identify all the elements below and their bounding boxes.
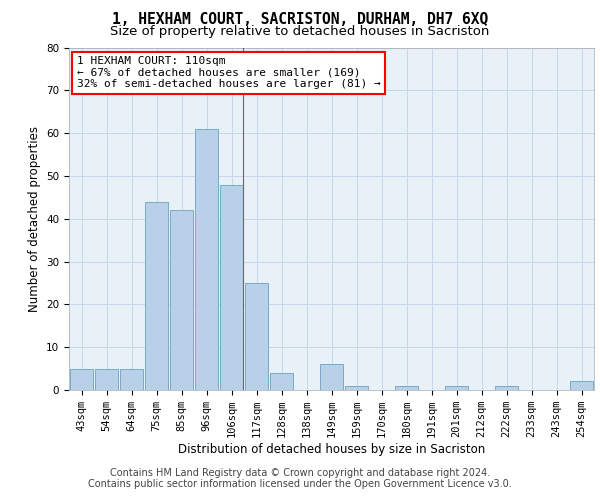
Bar [395,386,418,390]
Bar [445,386,468,390]
Bar [320,364,343,390]
Bar [220,184,243,390]
Bar [95,368,118,390]
Text: 1 HEXHAM COURT: 110sqm
← 67% of detached houses are smaller (169)
32% of semi-de: 1 HEXHAM COURT: 110sqm ← 67% of detached… [77,56,380,90]
Bar [270,373,293,390]
Bar [145,202,168,390]
Y-axis label: Number of detached properties: Number of detached properties [28,126,41,312]
Text: Contains HM Land Registry data © Crown copyright and database right 2024.: Contains HM Land Registry data © Crown c… [110,468,490,477]
Bar [345,386,368,390]
Bar [120,368,143,390]
Bar [70,368,93,390]
Bar [245,283,268,390]
Bar [495,386,518,390]
Text: 1, HEXHAM COURT, SACRISTON, DURHAM, DH7 6XQ: 1, HEXHAM COURT, SACRISTON, DURHAM, DH7 … [112,12,488,28]
Bar [570,382,593,390]
Text: Contains public sector information licensed under the Open Government Licence v3: Contains public sector information licen… [88,479,512,489]
Bar [195,129,218,390]
Bar [170,210,193,390]
Text: Size of property relative to detached houses in Sacriston: Size of property relative to detached ho… [110,25,490,38]
X-axis label: Distribution of detached houses by size in Sacriston: Distribution of detached houses by size … [178,443,485,456]
